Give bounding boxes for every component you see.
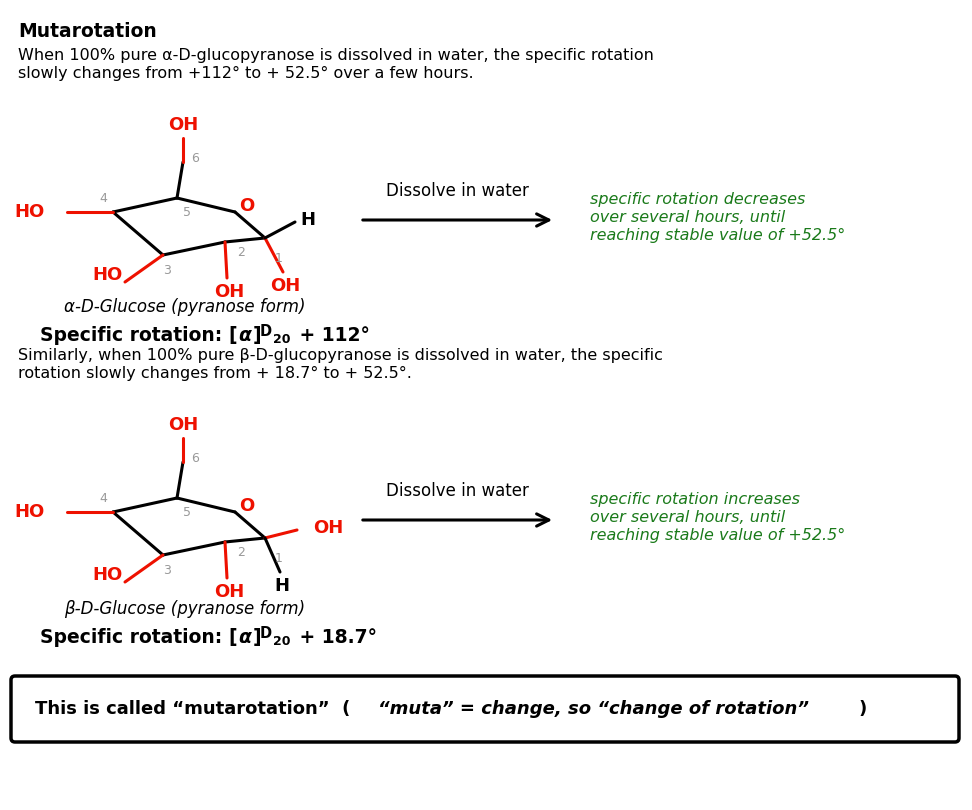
Text: 20: 20 [273, 333, 291, 346]
Text: 20: 20 [273, 635, 291, 648]
FancyBboxPatch shape [11, 676, 959, 742]
Text: Dissolve in water: Dissolve in water [386, 482, 529, 500]
Text: specific rotation decreases: specific rotation decreases [590, 192, 806, 207]
Text: HO: HO [92, 566, 123, 584]
Text: α: α [238, 628, 251, 647]
Text: over several hours, until: over several hours, until [590, 510, 785, 525]
Text: OH: OH [214, 283, 244, 301]
Text: rotation slowly changes from + 18.7° to + 52.5°.: rotation slowly changes from + 18.7° to … [18, 366, 412, 381]
Text: HO: HO [15, 203, 45, 221]
Text: ]: ] [253, 326, 261, 345]
Text: 5: 5 [183, 206, 191, 219]
Text: OH: OH [168, 416, 198, 434]
Text: α-D-Glucose (pyranose form): α-D-Glucose (pyranose form) [64, 298, 306, 316]
Text: D: D [260, 626, 272, 641]
Text: + 112°: + 112° [293, 326, 370, 345]
Text: OH: OH [270, 277, 300, 295]
Text: When 100% pure α-D-glucopyranose is dissolved in water, the specific rotation: When 100% pure α-D-glucopyranose is diss… [18, 48, 654, 63]
Text: OH: OH [214, 583, 244, 601]
Text: HO: HO [92, 266, 123, 284]
Text: Specific rotation:: Specific rotation: [40, 628, 223, 647]
Text: 3: 3 [163, 265, 171, 278]
Text: slowly changes from +112° to + 52.5° over a few hours.: slowly changes from +112° to + 52.5° ove… [18, 66, 473, 81]
Text: 4: 4 [99, 191, 107, 204]
Text: OH: OH [313, 519, 343, 537]
Text: β-D-Glucose (pyranose form): β-D-Glucose (pyranose form) [64, 600, 305, 618]
Text: D: D [260, 324, 272, 339]
Text: 4: 4 [99, 492, 107, 505]
Text: reaching stable value of +52.5°: reaching stable value of +52.5° [590, 528, 846, 543]
Text: OH: OH [168, 116, 198, 134]
Text: 5: 5 [183, 505, 191, 518]
Text: H: H [300, 211, 316, 229]
Text: Specific rotation:: Specific rotation: [40, 326, 223, 345]
Text: 2: 2 [237, 245, 245, 258]
Text: over several hours, until: over several hours, until [590, 210, 785, 225]
Text: This is called “mutarotation”  (: This is called “mutarotation” ( [35, 700, 350, 718]
Text: ): ) [858, 700, 866, 718]
Text: “muta” = change, so “change of rotation”: “muta” = change, so “change of rotation” [378, 700, 809, 718]
Text: [: [ [228, 326, 236, 345]
Text: Dissolve in water: Dissolve in water [386, 182, 529, 200]
Text: [: [ [228, 628, 236, 647]
Text: + 18.7°: + 18.7° [293, 628, 377, 647]
Text: O: O [239, 197, 255, 215]
Text: specific rotation increases: specific rotation increases [590, 492, 800, 507]
Text: HO: HO [15, 503, 45, 521]
Text: O: O [239, 497, 255, 515]
Text: 1: 1 [275, 552, 283, 565]
Text: ]: ] [253, 628, 261, 647]
Text: Mutarotation: Mutarotation [18, 22, 156, 41]
Text: Similarly, when 100% pure β-D-glucopyranose is dissolved in water, the specific: Similarly, when 100% pure β-D-glucopyran… [18, 348, 663, 363]
Text: reaching stable value of +52.5°: reaching stable value of +52.5° [590, 228, 846, 243]
Text: 2: 2 [237, 545, 245, 559]
Text: 3: 3 [163, 565, 171, 578]
Text: α: α [238, 326, 251, 345]
Text: H: H [274, 577, 290, 595]
Text: 6: 6 [191, 151, 199, 164]
Text: 6: 6 [191, 451, 199, 464]
Text: 1: 1 [275, 251, 283, 265]
